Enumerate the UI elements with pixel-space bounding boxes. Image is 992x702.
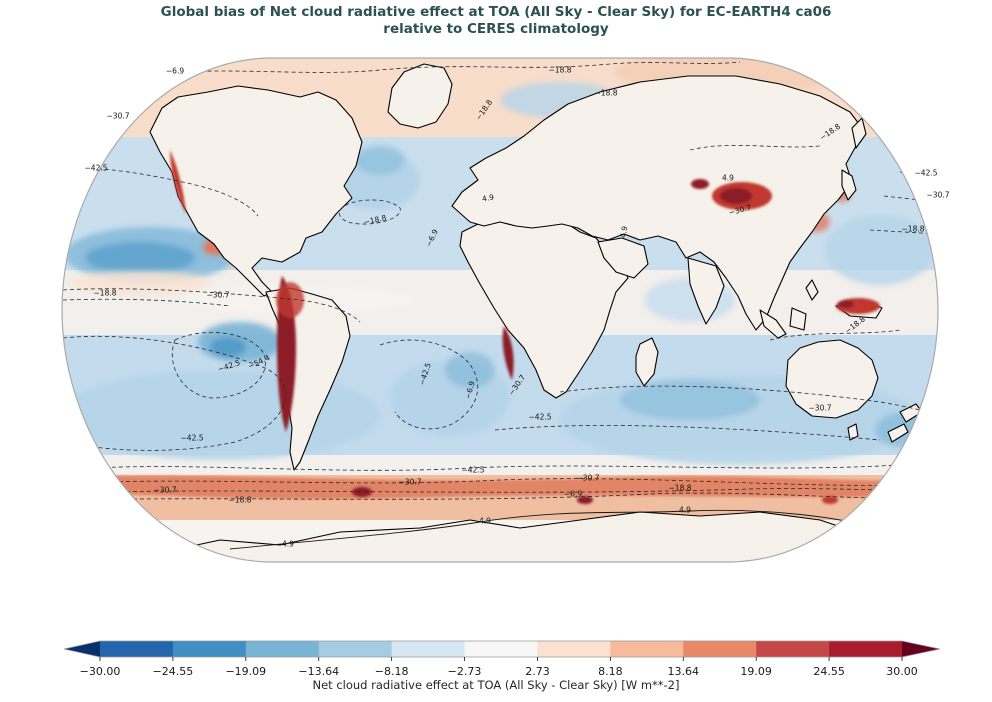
figure-title: Global bias of Net cloud radiative effec… <box>0 4 992 38</box>
colorbar-label: Net cloud radiative effect at TOA (All S… <box>312 678 680 692</box>
colorbar-segment <box>829 641 903 657</box>
hotspot-california <box>170 150 186 214</box>
colorbar-tick-label: −8.18 <box>375 665 409 678</box>
colorbar-tick-label: 24.55 <box>813 665 845 678</box>
colorbar-ticks: −30.00 −24.55 −19.09 −13.64 −8.18 −2.73 2.73 8.… <box>80 657 918 678</box>
borneo <box>789 307 807 331</box>
colorbar: −30.00 −24.55 −19.09 −13.64 −8.18 −2.73 2.73 8.… <box>63 640 941 678</box>
colorbar-extend-left <box>64 641 100 657</box>
colorbar-segment <box>610 641 684 657</box>
madagascar <box>635 337 659 387</box>
india <box>687 257 725 325</box>
colorbar-tick-label: −19.09 <box>225 665 266 678</box>
colorbar-tick-label: 30.00 <box>886 665 918 678</box>
title-line-2: relative to CERES climatology <box>383 21 609 37</box>
colorbar-segment <box>318 641 393 657</box>
colorbar-tick-label: −2.73 <box>448 665 482 678</box>
hotspot-namibia <box>502 326 514 380</box>
tasmania <box>847 423 859 441</box>
colorbar-segment <box>756 641 830 657</box>
hotspot-tibet-core <box>720 188 752 204</box>
hotspot-antarctic-coast-3 <box>822 496 838 504</box>
colorbar-tick-label: 13.64 <box>668 665 700 678</box>
arabia <box>597 237 649 279</box>
colorbar-extend-right <box>902 641 940 657</box>
philippines <box>805 279 819 301</box>
colorbar-segment <box>537 641 611 657</box>
colorbar-segment <box>683 641 757 657</box>
hotspots <box>170 150 880 504</box>
japan <box>841 169 857 201</box>
hotspot-peru <box>276 282 304 318</box>
robinson-outline <box>61 57 939 563</box>
colorbar-segment <box>172 641 247 657</box>
kamchatka <box>851 117 867 149</box>
hotspot-antarctic-coast-1 <box>352 487 372 497</box>
contour-lines-positive <box>229 509 869 550</box>
new-zealand-south <box>887 423 909 443</box>
north-america <box>149 85 363 297</box>
greenland <box>387 63 453 129</box>
colorbar-tick-label: 8.18 <box>598 665 623 678</box>
colorbar-segment <box>464 641 538 657</box>
world-map <box>61 57 939 563</box>
map-field <box>62 58 938 562</box>
circumantarctic-warm-band <box>62 475 938 499</box>
title-line-1: Global bias of Net cloud radiative effec… <box>160 4 832 20</box>
colorbar-tick-label: 19.09 <box>740 665 772 678</box>
sumatra <box>759 309 787 339</box>
colorbar-segments <box>100 641 903 657</box>
colorbar-tick-label: 2.73 <box>525 665 550 678</box>
eurasia <box>451 75 863 331</box>
coastlines <box>149 63 923 562</box>
colorbar-segment <box>245 641 320 657</box>
colorbar-tick-label: −13.64 <box>298 665 339 678</box>
colorbar-tick-label: −24.55 <box>153 665 194 678</box>
hotspot-antarctic-coast-2 <box>577 496 593 504</box>
hotspot-new-guinea-core <box>838 300 854 308</box>
hotspot-pamir <box>691 179 709 189</box>
colorbar-tick-label: −30.00 <box>80 665 121 678</box>
colorbar-segment <box>100 641 174 657</box>
colorbar-segment <box>391 641 466 657</box>
